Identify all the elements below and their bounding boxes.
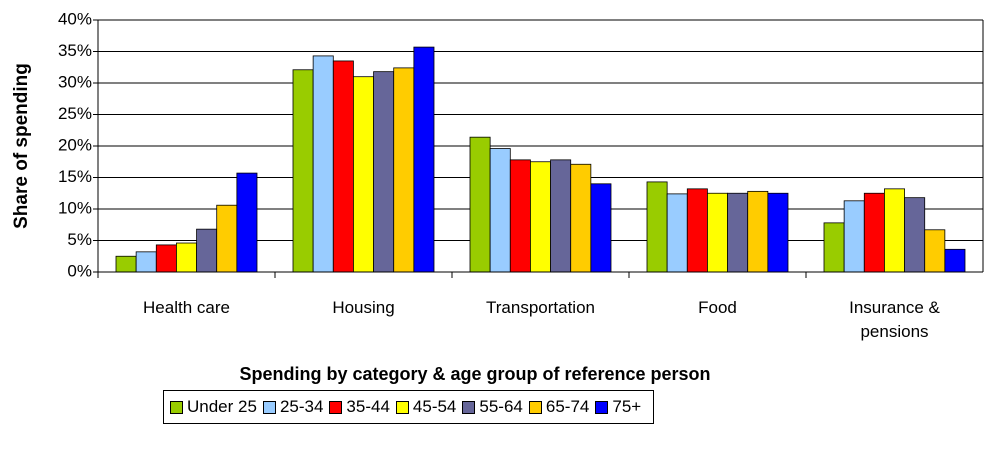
y-tick-label: 20% [58, 135, 92, 154]
y-tick-label: 35% [58, 41, 92, 60]
legend-item: Under 25 [170, 397, 257, 417]
legend-item: 45-54 [395, 397, 457, 417]
bar [469, 136, 491, 273]
legend-swatch [462, 400, 476, 414]
bar [530, 161, 551, 273]
bar [590, 183, 612, 273]
legend-label: 75+ [612, 397, 642, 416]
legend: Under 25 25-34 35-44 45-54 55-64 65-74 75+ [163, 390, 655, 424]
bar [413, 46, 435, 273]
legend-swatch [595, 400, 609, 414]
bar [489, 148, 511, 273]
bar [646, 181, 668, 273]
legend-label: 45-54 [412, 397, 457, 416]
y-tick-label: 40% [58, 9, 92, 28]
legend-item: 55-64 [462, 397, 523, 417]
legend-swatch [395, 400, 409, 414]
legend-label: 55-64 [479, 397, 523, 416]
bar [767, 192, 789, 273]
bar [196, 228, 218, 273]
bar [292, 69, 314, 273]
bar [823, 222, 845, 273]
y-tick-label: 5% [67, 230, 92, 249]
bar [393, 67, 415, 273]
bar [509, 159, 531, 273]
bar [353, 76, 374, 273]
bar [550, 159, 572, 273]
y-tick-label: 30% [58, 72, 92, 91]
bar [236, 172, 258, 273]
x-tick-label: Food [698, 298, 737, 317]
y-tick-label: 25% [58, 104, 92, 123]
legend-label: 25-34 [279, 397, 324, 416]
legend-label: 65-74 [545, 397, 590, 416]
bar [176, 242, 197, 273]
bar [904, 197, 926, 273]
x-tick-label: Transportation [486, 298, 595, 317]
legend-item: 25-34 [262, 397, 324, 417]
x-axis-title: Spending by category & age group of refe… [239, 364, 710, 384]
legend-item: 65-74 [528, 397, 590, 417]
bar [332, 60, 354, 273]
bar [570, 163, 592, 273]
bar [135, 251, 157, 273]
bar [312, 55, 334, 273]
x-tick-label: Housing [332, 298, 395, 317]
legend-item: 35-44 [329, 397, 390, 417]
y-tick-label: 0% [67, 261, 92, 280]
bar [747, 190, 769, 273]
y-tick-label: 10% [58, 198, 92, 217]
legend-label: Under 25 [187, 397, 257, 416]
bar [727, 192, 749, 273]
bar [115, 255, 137, 273]
y-tick-label: 15% [58, 167, 92, 186]
bar [686, 188, 708, 273]
bar [707, 192, 728, 273]
bar [924, 229, 946, 273]
y-axis-title: Share of spending [11, 63, 32, 229]
bar [216, 204, 238, 273]
bar [884, 188, 905, 273]
legend-swatch [528, 400, 542, 414]
legend-label: 35-44 [346, 397, 390, 416]
bar [944, 248, 966, 273]
bar [373, 71, 395, 273]
legend-swatch [262, 400, 276, 414]
bar [863, 192, 885, 273]
x-tick-label: Insurance & pensions [849, 298, 940, 341]
bar [666, 193, 688, 273]
legend-swatch [170, 400, 183, 414]
bar [155, 244, 177, 273]
bar [843, 200, 865, 273]
x-tick-label: Health care [143, 298, 230, 317]
legend-item: 75+ [595, 397, 641, 417]
legend-swatch [329, 400, 343, 414]
